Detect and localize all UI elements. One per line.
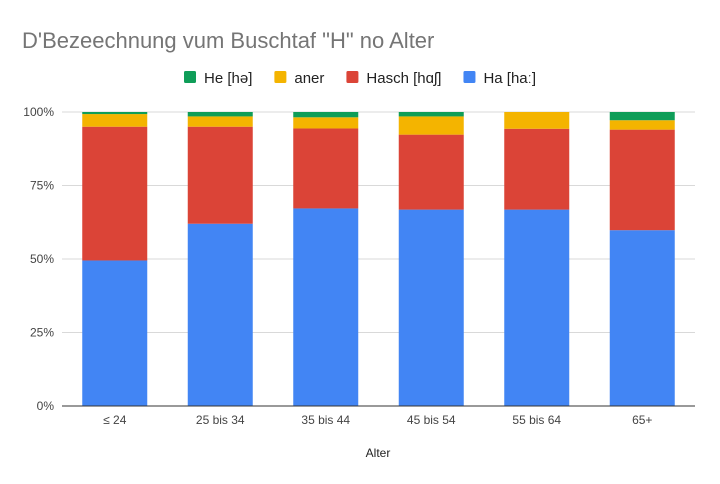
chart-title: D'Bezeechnung vum Buschtaf "H" no Alter <box>22 28 434 53</box>
bar-segment <box>609 112 675 121</box>
bar-segment <box>187 223 253 406</box>
x-tick-label: 55 bis 64 <box>512 413 561 427</box>
y-tick-label: 100% <box>23 105 54 119</box>
x-tick-label: 65+ <box>632 413 652 427</box>
bar-segment <box>293 112 359 118</box>
bar-segment <box>398 112 464 117</box>
legend-swatch <box>274 71 287 83</box>
x-tick-label: ≤ 24 <box>103 413 127 427</box>
legend-label: Ha [haː] <box>483 70 536 87</box>
legend-swatch <box>463 71 476 83</box>
bar-segment <box>504 209 570 406</box>
bar-segment <box>187 126 253 224</box>
bar-segment <box>82 114 148 127</box>
y-tick-label: 25% <box>30 326 54 340</box>
y-tick-label: 0% <box>37 399 55 413</box>
legend-swatch <box>346 71 359 83</box>
bar-segment <box>187 112 253 117</box>
bar-segment <box>293 208 359 406</box>
bar-segment <box>504 112 570 129</box>
bar-segment <box>293 128 359 209</box>
x-tick-label: 25 bis 34 <box>196 413 245 427</box>
bar-segment <box>609 120 675 130</box>
bar-segment <box>187 116 253 127</box>
bar-segment <box>293 117 359 129</box>
legend-label: aner <box>294 70 324 87</box>
x-tick-label: 45 bis 54 <box>407 413 456 427</box>
legend-label: Hasch [hɑʃ] <box>366 70 441 87</box>
y-tick-label: 75% <box>30 179 54 193</box>
legend-label: He [hə] <box>204 70 252 87</box>
x-tick-label: 35 bis 44 <box>301 413 350 427</box>
gridlines <box>62 111 695 333</box>
bar-segment <box>609 230 675 406</box>
legend-swatch <box>184 71 197 83</box>
bar-segment <box>609 129 675 231</box>
bar-segment <box>398 209 464 406</box>
y-tick-label: 50% <box>30 252 54 266</box>
bar-segment <box>82 260 148 406</box>
bars <box>82 112 675 406</box>
legend: He [hə] aner Hasch [hɑʃ] Ha [haː] <box>184 70 536 87</box>
bar-segment <box>504 128 570 210</box>
bar-segment <box>398 134 464 210</box>
axes: 0% 25% 50% 75% 100% ≤ 24 25 bis 34 35 bis 44 45 … <box>23 105 695 427</box>
bar-segment <box>82 126 148 261</box>
x-axis-title: Alter <box>366 446 391 460</box>
bar-segment <box>82 112 148 115</box>
bar-segment <box>398 116 464 135</box>
